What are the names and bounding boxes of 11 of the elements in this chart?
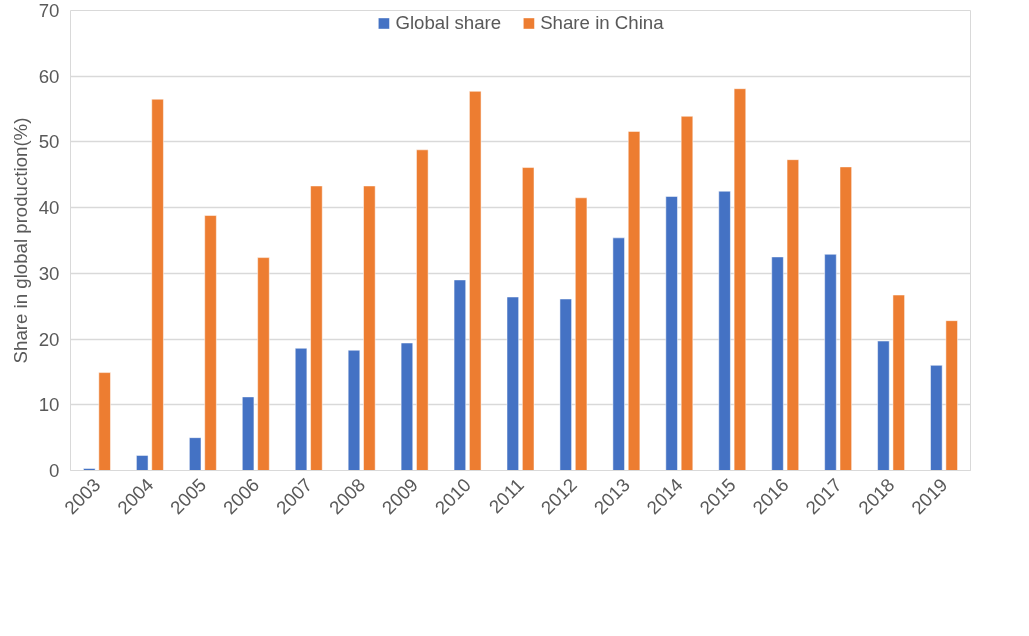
y-tick-label: 50 [38,131,60,153]
y-tick-label: 0 [49,460,60,481]
y-tick-label: 60 [38,65,60,87]
y-tick-label: 70 [38,0,60,21]
y-tick-label: 40 [38,197,60,219]
legend-label: Share in China [540,12,664,34]
y-tick-label: 30 [38,262,60,284]
y-axis-title: Share in global production(%) [9,117,31,364]
y-tick-label: 20 [38,328,60,350]
legend-label: Global share [395,12,502,34]
y-tick-label: 10 [38,394,60,416]
